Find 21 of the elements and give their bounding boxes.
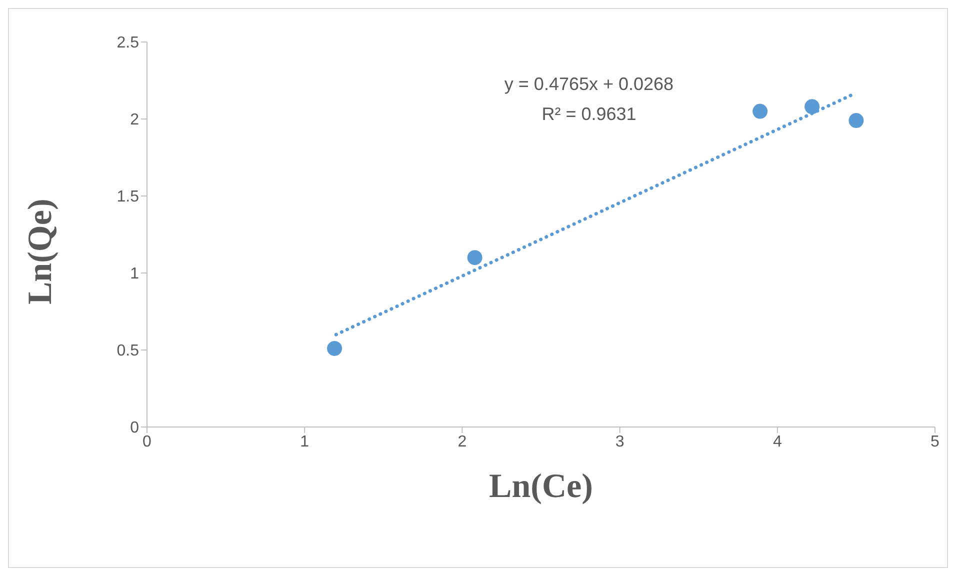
y-axis-title: Ln(Qe)	[22, 198, 60, 304]
y-tick-label: 0.5	[116, 342, 140, 360]
point	[467, 250, 482, 266]
y-tick-label: 2.5	[116, 34, 140, 52]
x-tick-label: 5	[930, 433, 940, 450]
x-tick-label: 1	[300, 433, 310, 450]
annotation: R² = 0.9631	[540, 103, 638, 126]
point	[848, 113, 864, 128]
y-tick-label: 2	[130, 112, 140, 129]
x-tick-label: 2	[458, 433, 467, 450]
y-tick-label: 0	[130, 420, 140, 437]
x-axis-title: Ln(Ce)	[489, 468, 593, 505]
y-tick-label: 1	[130, 266, 140, 283]
y-tick-label: 1.5	[116, 188, 140, 206]
x-tick-label: 0	[142, 433, 152, 450]
x-tick-label: 4	[772, 433, 782, 450]
point	[327, 340, 342, 356]
x-tick-label: 3	[615, 433, 624, 450]
point	[752, 104, 768, 119]
point	[804, 99, 820, 114]
annotation: y = 0.4765x + 0.0268	[503, 73, 675, 96]
